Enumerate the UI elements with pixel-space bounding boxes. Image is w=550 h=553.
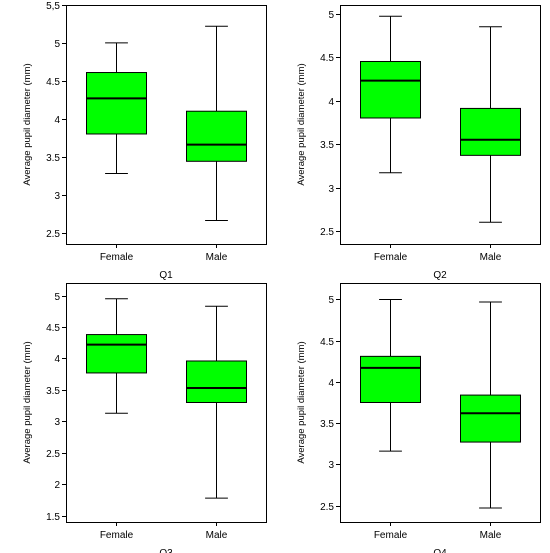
y-tick-label: 3: [54, 417, 60, 428]
iqr-box: [186, 360, 247, 403]
box-female: [360, 298, 421, 452]
x-tick-label-female: Female: [100, 252, 134, 263]
y-tick-label: 2: [54, 480, 60, 491]
x-tick-label-male: Male: [480, 530, 502, 541]
iqr-box: [86, 72, 147, 135]
iqr-box: [86, 334, 147, 374]
box-female: [86, 42, 147, 174]
box-male: [460, 26, 521, 223]
box-plot-panel-q2: 2.5 3 3.5 4 4.5 5 Average pupil diameter (mm) F…: [296, 5, 541, 281]
y-tick-label: 4.5: [46, 77, 60, 88]
y-tick-label: 3: [328, 184, 334, 195]
x-tick-label-male: Male: [206, 252, 228, 263]
iqr-box: [360, 355, 421, 403]
x-tick-label-male: Male: [480, 252, 502, 263]
y-tick-label: 4: [328, 378, 334, 389]
iqr-box: [186, 110, 247, 162]
y-tick-label: 4: [54, 115, 60, 126]
y-axis-label: Average pupil diameter (mm): [296, 63, 307, 185]
y-tick-label: 5: [328, 295, 334, 306]
y-tick-label: 2.5: [320, 502, 334, 513]
y-axis-label: Average pupil diameter (mm): [296, 341, 307, 463]
y-tick-label: 2.5: [46, 449, 60, 460]
x-axis-label: Q1: [159, 270, 173, 281]
x-axis-label: Q3: [159, 548, 173, 553]
y-tick-label: 2.5: [46, 229, 60, 240]
iqr-box: [360, 60, 421, 119]
x-tick-label-female: Female: [374, 530, 408, 541]
y-tick-label: 5: [328, 10, 334, 21]
y-tick-label: 1.5: [46, 512, 60, 523]
y-tick-label: 4.5: [46, 323, 60, 334]
y-tick-label: 3.5: [320, 419, 334, 430]
y-tick-label: 5: [54, 39, 60, 50]
y-tick-label: 2.5: [320, 227, 334, 238]
y-axis-label: Average pupil diameter (mm): [22, 341, 33, 463]
y-tick-label: 3: [54, 191, 60, 202]
box-male: [460, 301, 521, 509]
y-tick-label: 5: [54, 292, 60, 303]
y-tick-label: 3.5: [46, 153, 60, 164]
box-plot-panel-q4: 2.5 3 3.5 4 4.5 5 Average pupil diameter (mm) F…: [296, 283, 541, 553]
y-axis-label: Average pupil diameter (mm): [22, 63, 33, 185]
plot-frame: [340, 5, 541, 245]
box-plot-panel-q3: 1.5 2 2.5 3 3.5 4 4.5 5 Average pupil diameter (…: [22, 283, 267, 553]
y-tick-label: 5,5: [46, 1, 60, 12]
x-axis-label: Q4: [433, 548, 447, 553]
y-tick-label: 4: [328, 97, 334, 108]
x-tick-label-female: Female: [374, 252, 408, 263]
plot-frame: [66, 283, 267, 523]
y-tick-label: 4.5: [320, 337, 334, 348]
y-tick-label: 4: [54, 354, 60, 365]
x-tick-label-male: Male: [206, 530, 228, 541]
box-plot-panel-q1: 2.5 3 3.5 4 4.5 5 5,5 Average pupil diameter (m…: [22, 1, 267, 281]
box-female: [86, 298, 147, 414]
y-tick-label: 4.5: [320, 53, 334, 64]
iqr-box: [460, 107, 521, 156]
box-female: [360, 15, 421, 174]
y-tick-label: 3.5: [320, 140, 334, 151]
iqr-box: [460, 394, 521, 443]
y-tick-label: 3: [328, 460, 334, 471]
x-tick-label-female: Female: [100, 530, 134, 541]
box-male: [186, 25, 247, 221]
plot-frame: [66, 5, 267, 245]
box-male: [186, 305, 247, 499]
x-axis-label: Q2: [433, 270, 447, 281]
plot-frame: [340, 283, 541, 523]
y-tick-label: 3.5: [46, 386, 60, 397]
